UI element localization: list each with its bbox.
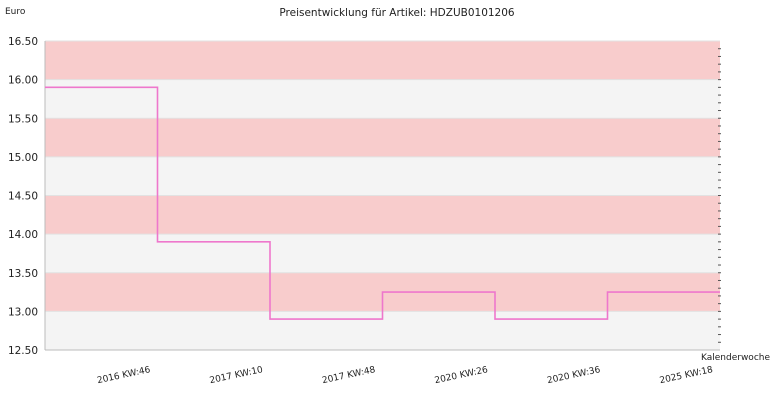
y-tick-label: 16.00 [8, 75, 38, 87]
y-tick-labels: 16.50 16.00 15.50 15.00 14.50 14.00 13.50 13.00… [8, 36, 38, 357]
y-tick-label: 15.50 [8, 113, 38, 125]
y-axis-label: Euro [5, 7, 26, 17]
x-tick-label: 2020 KW:36 [546, 365, 601, 386]
x-tick-label: 2016 KW:46 [96, 365, 151, 386]
x-axis-label: Kalenderwoche [701, 353, 770, 363]
background-band [45, 156, 720, 196]
y-tick-label: 14.00 [8, 229, 38, 241]
x-tick-label: 2017 KW:10 [209, 365, 264, 386]
background-band [45, 234, 720, 273]
x-tick-label: 2020 KW:26 [434, 365, 489, 386]
x-tick-label: 2025 KW:18 [659, 365, 714, 386]
right-axis-ticks [718, 48, 721, 343]
y-tick-label: 12.50 [8, 345, 38, 357]
background-band [45, 118, 720, 157]
chart-title: Preisentwicklung für Artikel: HDZUB01012… [279, 7, 515, 19]
price-line [45, 86, 720, 320]
y-tick-label: 14.50 [8, 191, 38, 203]
y-tick-label: 15.00 [8, 152, 38, 164]
background-band [45, 79, 720, 119]
x-tick-label: 2017 KW:48 [321, 365, 376, 386]
background-band [45, 41, 720, 80]
y-tick-label: 13.00 [8, 306, 38, 318]
background-band [45, 195, 720, 235]
y-tick-label: 13.50 [8, 268, 38, 280]
y-tick-label: 16.50 [8, 36, 38, 48]
price-series [45, 86, 720, 320]
x-tick-labels: 2016 KW:46 2017 KW:10 2017 KW:48 2020 KW:26… [96, 365, 714, 386]
